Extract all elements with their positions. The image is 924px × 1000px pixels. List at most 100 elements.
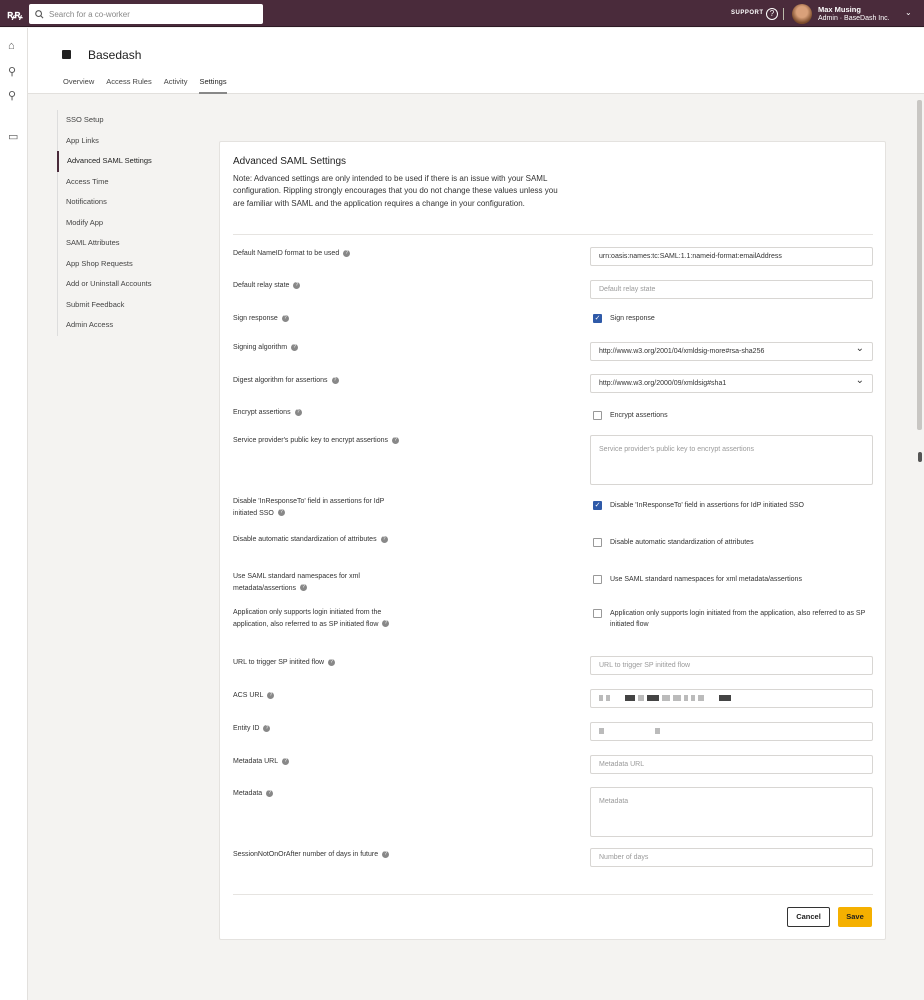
sidebar-item[interactable]: Submit Feedback [66, 299, 125, 309]
help-icon[interactable]: ? [766, 8, 778, 20]
sidebar-item[interactable]: Admin Access [66, 320, 114, 329]
help-icon[interactable]: ? [300, 584, 308, 592]
scrollbar-thumb[interactable] [918, 452, 922, 462]
text-input[interactable]: Metadata URL [590, 755, 873, 774]
sidebar-item[interactable]: Notifications [66, 197, 107, 206]
field-label: Sign response? [233, 313, 408, 325]
rippling-logo-icon[interactable]: ꝶꝶ [7, 9, 23, 21]
checkbox-box[interactable] [593, 575, 602, 584]
help-icon[interactable]: ? [380, 535, 388, 543]
checkbox-box[interactable] [593, 411, 602, 420]
cancel-button[interactable]: Cancel [787, 907, 830, 927]
support-link[interactable]: SUPPORT [731, 10, 764, 16]
checkbox-label: Disable automatic standardization of att… [610, 539, 754, 546]
app-header: Basedash Overview Access Rules Activity … [28, 28, 924, 94]
help-icon[interactable]: ? [267, 691, 275, 699]
sidebar-item[interactable]: App Links [66, 135, 99, 145]
search-input[interactable]: Search for a co-worker [29, 4, 263, 24]
field-label: Disable 'InResponseTo' field in assertio… [233, 498, 385, 517]
sidebar-item[interactable]: App Shop Requests [66, 258, 133, 268]
help-icon[interactable]: ? [293, 281, 301, 289]
field-label: Encrypt assertions? [233, 407, 408, 419]
checkbox-box[interactable]: ✓ [593, 501, 602, 510]
app-logo-icon [62, 50, 71, 59]
checkbox[interactable]: ✓ Sign response [593, 313, 873, 324]
checkbox-label: Application only supports login initiate… [610, 610, 866, 628]
tab-settings[interactable]: Settings [199, 77, 227, 94]
field-label: URL to trigger SP initited flow? [233, 657, 408, 669]
help-icon[interactable]: ? [266, 789, 274, 797]
user-name[interactable]: Max Musing [818, 5, 861, 14]
add-user-icon[interactable]: ⚲ [8, 66, 17, 78]
textarea[interactable]: Service provider's public key to encrypt… [590, 435, 873, 485]
textarea[interactable]: Metadata [590, 787, 873, 837]
checkbox[interactable]: Use SAML standard namespaces for xml met… [593, 574, 873, 585]
help-icon[interactable]: ? [331, 376, 339, 384]
text-input[interactable]: Number of days [590, 848, 873, 867]
search-placeholder: Search for a co-worker [49, 9, 130, 19]
user-role[interactable]: Admin · BaseDash Inc. [818, 15, 890, 22]
tab-activity[interactable]: Activity [163, 77, 188, 86]
help-icon[interactable]: ? [392, 436, 400, 444]
checkbox[interactable]: Encrypt assertions [593, 410, 873, 421]
help-icon[interactable]: ? [382, 620, 390, 628]
settings-nav: SSO Setup App Links Advanced SAML Settings… [57, 110, 152, 336]
field-label: Metadata URL? [233, 756, 408, 768]
save-button[interactable]: Save [838, 907, 872, 927]
home-icon[interactable]: ⌂ [8, 40, 15, 52]
field-label: Service provider's public key to encrypt… [233, 435, 408, 447]
tab-access-rules[interactable]: Access Rules [106, 77, 152, 86]
sidebar-item[interactable]: Advanced SAML Settings [57, 151, 152, 172]
sidebar-item[interactable]: Access Time [66, 176, 109, 186]
help-icon[interactable]: ? [277, 509, 285, 517]
scrollbar[interactable] [917, 100, 922, 430]
checkbox-box[interactable] [593, 609, 602, 618]
select-dropdown[interactable]: http://www.w3.org/2001/04/xmldsig-more#r… [590, 340, 873, 361]
help-icon[interactable]: ? [294, 408, 302, 416]
text-input[interactable]: urn:oasis:names:tc:SAML:1.1:nameid-forma… [590, 247, 873, 266]
text-input[interactable]: Default relay state [590, 280, 873, 299]
page-title: Basedash [88, 48, 142, 62]
field-label: Default NameID format to be used? [233, 248, 408, 260]
checkbox-box[interactable]: ✓ [593, 314, 602, 323]
checkbox-label: Use SAML standard namespaces for xml met… [610, 576, 802, 583]
field-label: Signing algorithm? [233, 342, 408, 354]
sidebar-item[interactable]: SAML Attributes [66, 238, 120, 247]
checkbox[interactable]: ✓ Disable 'InResponseTo' field in asserti… [593, 500, 873, 511]
help-icon[interactable]: ? [382, 850, 390, 858]
tab-overview[interactable]: Overview [63, 77, 95, 86]
help-icon[interactable]: ? [281, 314, 289, 322]
checkbox[interactable]: Application only supports login initiate… [593, 608, 873, 630]
help-icon[interactable]: ? [291, 343, 299, 351]
field-label: SessionNotOnOrAfter number of days in fu… [233, 849, 408, 861]
help-icon[interactable]: ? [343, 249, 351, 257]
sidebar-item[interactable]: Add or Uninstall Accounts [66, 279, 152, 288]
field-label: Application only supports login initiate… [233, 607, 408, 630]
redacted-input[interactable] [590, 689, 873, 708]
tabs: Overview Access Rules Activity Settings [63, 77, 227, 94]
text-input[interactable]: URL to trigger SP initited flow [590, 656, 873, 675]
help-icon[interactable]: ? [282, 757, 290, 765]
avatar[interactable] [792, 4, 812, 24]
field-label: Use SAML standard namespaces for xml met… [233, 573, 360, 592]
sidebar-item[interactable]: SSO Setup [66, 115, 104, 124]
redacted-input[interactable] [590, 722, 873, 741]
help-icon[interactable]: ? [328, 658, 336, 666]
divider [233, 234, 873, 235]
field-label: ACS URL? [233, 690, 408, 702]
checkbox[interactable]: Disable automatic standardization of att… [593, 537, 873, 548]
advanced-saml-card: Advanced SAML Settings Note: Advanced se… [219, 141, 886, 940]
divider [233, 894, 873, 895]
chevron-down-icon[interactable]: ⌄ [905, 8, 912, 17]
briefcase-icon[interactable]: ▭ [8, 131, 19, 143]
card-title: Advanced SAML Settings [233, 156, 347, 167]
checkbox-box[interactable] [593, 538, 602, 547]
card-note: Note: Advanced settings are only intende… [233, 174, 558, 208]
select-dropdown[interactable]: http://www.w3.org/2000/09/xmldsig#sha1 [590, 372, 873, 393]
help-icon[interactable]: ? [263, 724, 271, 732]
remove-user-icon[interactable]: ⚲ [8, 90, 17, 102]
field-label: Entity ID? [233, 723, 408, 735]
sidebar-item[interactable]: Modify App [66, 217, 104, 227]
left-rail: ⌂ ⚲ ⚲ ▭ [0, 28, 28, 1000]
top-bar: ꝶꝶ Search for a co-worker SUPPORT ? Max … [0, 0, 924, 27]
